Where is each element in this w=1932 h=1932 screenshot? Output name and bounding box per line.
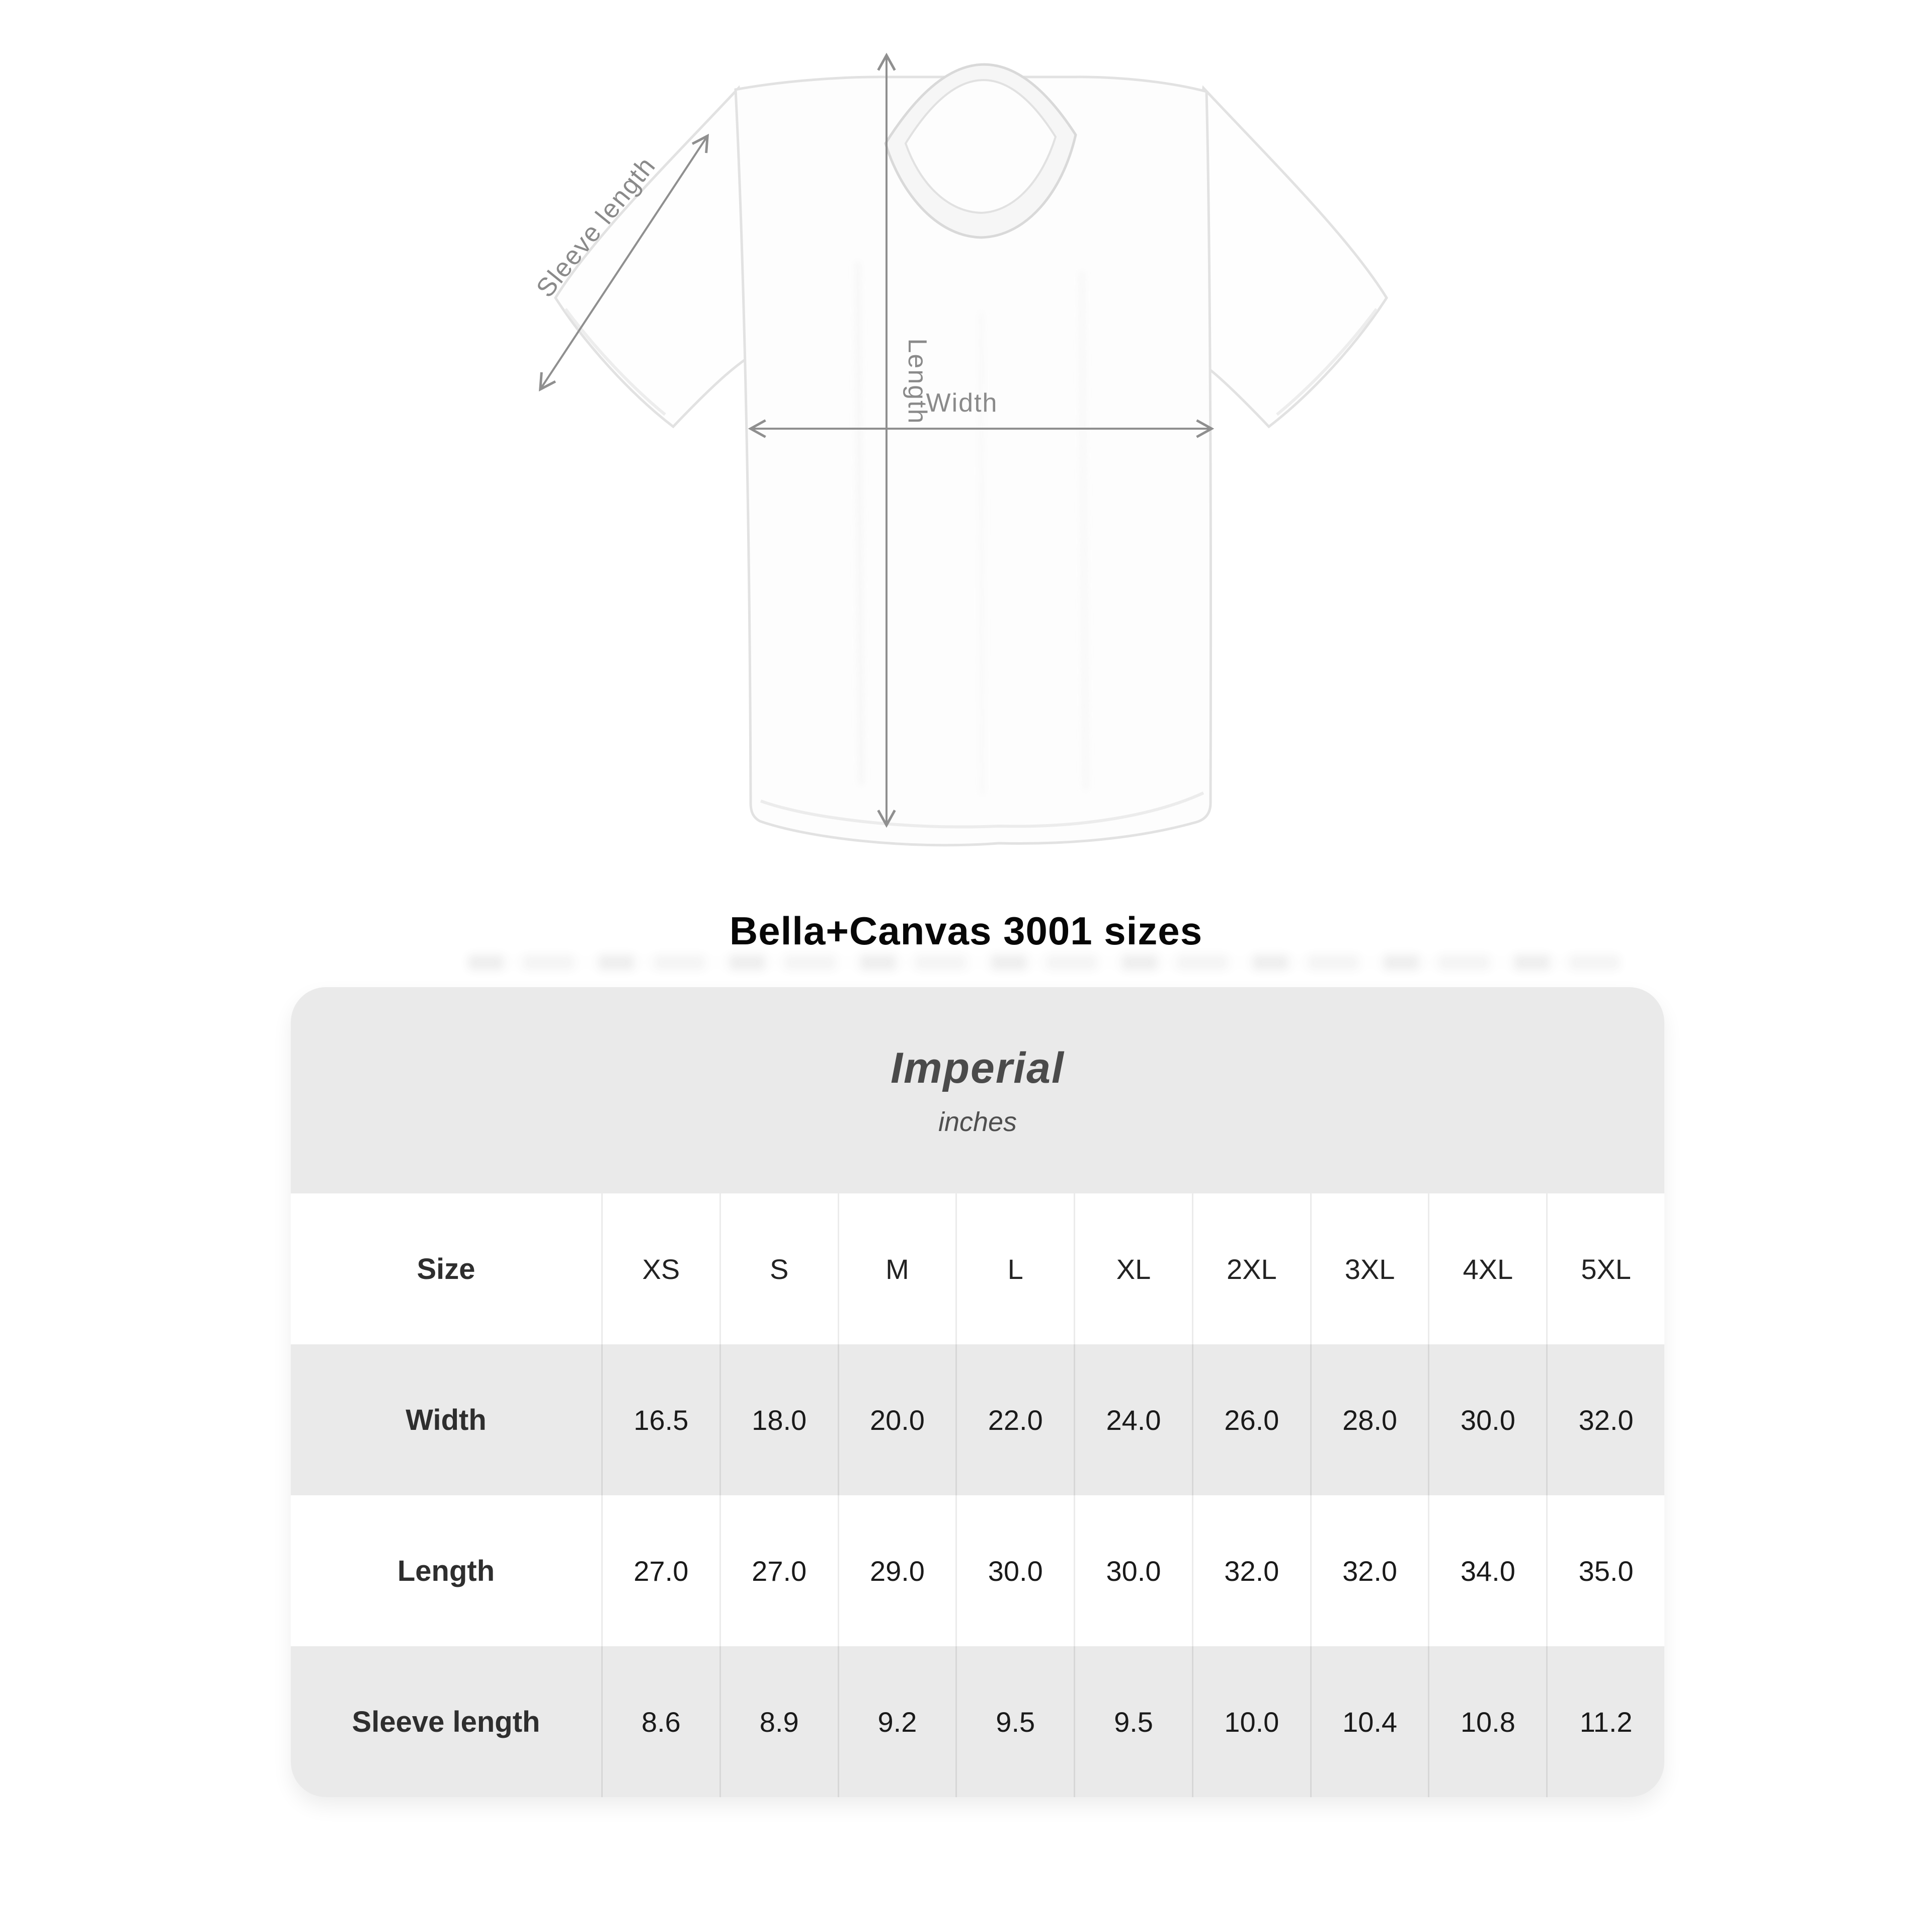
- sleeve-value-xs: 8.6: [601, 1646, 719, 1797]
- column-header-xl: XL: [1074, 1193, 1192, 1344]
- width-value-xl: 24.0: [1074, 1344, 1192, 1495]
- size-table: Imperial inches Size XS S M L XL 2XL 3XL…: [291, 987, 1664, 1797]
- width-value-s: 18.0: [719, 1344, 838, 1495]
- column-header-3xl: 3XL: [1310, 1193, 1428, 1344]
- column-header-size: Size: [417, 1252, 475, 1285]
- length-value-xl: 30.0: [1074, 1495, 1192, 1646]
- row-label-sleeve-length: Sleeve length: [352, 1705, 540, 1738]
- column-header-2xl: 2XL: [1191, 1193, 1310, 1344]
- width-value-l: 22.0: [955, 1344, 1074, 1495]
- sleeve-value-m: 9.2: [837, 1646, 956, 1797]
- length-value-s: 27.0: [719, 1495, 838, 1646]
- tshirt-body: [734, 75, 1213, 847]
- length-arrow-label: Length: [903, 338, 932, 424]
- sleeve-value-4xl: 10.8: [1428, 1646, 1546, 1797]
- width-arrow-label: Width: [926, 388, 998, 418]
- column-header-l: L: [955, 1193, 1074, 1344]
- length-value-4xl: 34.0: [1428, 1495, 1546, 1646]
- sleeve-value-l: 9.5: [955, 1646, 1074, 1797]
- width-value-4xl: 30.0: [1428, 1344, 1546, 1495]
- column-header-m: M: [837, 1193, 956, 1344]
- sleeve-value-5xl: 11.2: [1546, 1646, 1664, 1797]
- length-value-l: 30.0: [955, 1495, 1074, 1646]
- length-value-3xl: 32.0: [1310, 1495, 1428, 1646]
- row-label-width: Width: [406, 1403, 487, 1436]
- column-header-5xl: 5XL: [1546, 1193, 1664, 1344]
- table-row-sizes: Size XS S M L XL 2XL 3XL 4XL 5XL: [291, 1193, 1664, 1344]
- sleeve-value-3xl: 10.4: [1310, 1646, 1428, 1797]
- table-row-sleeve-length: Sleeve length 8.6 8.9 9.2 9.5 9.5 10.0 1…: [291, 1646, 1664, 1797]
- length-value-5xl: 35.0: [1546, 1495, 1664, 1646]
- column-header-s: S: [719, 1193, 838, 1344]
- length-value-m: 29.0: [837, 1495, 956, 1646]
- tshirt-collar-rib: [904, 79, 1057, 214]
- column-header-4xl: 4XL: [1428, 1193, 1546, 1344]
- table-row-length: Length 27.0 27.0 29.0 30.0 30.0 32.0 32.…: [291, 1495, 1664, 1646]
- unit-subheading: inches: [938, 1106, 1017, 1137]
- table-header-band: Imperial inches: [291, 987, 1664, 1193]
- unit-system-heading: Imperial: [891, 1043, 1065, 1092]
- width-value-5xl: 32.0: [1546, 1344, 1664, 1495]
- sleeve-value-2xl: 10.0: [1191, 1646, 1310, 1797]
- sleeve-value-xl: 9.5: [1074, 1646, 1192, 1797]
- page-title: Bella+Canvas 3001 sizes: [729, 909, 1203, 953]
- width-value-3xl: 28.0: [1310, 1344, 1428, 1495]
- length-value-xs: 27.0: [601, 1495, 719, 1646]
- column-header-xs: XS: [601, 1193, 719, 1344]
- ghost-text-artifact: [468, 955, 1620, 970]
- sleeve-length-arrow: [538, 133, 709, 392]
- row-label-length: Length: [397, 1554, 495, 1587]
- width-value-2xl: 26.0: [1191, 1344, 1310, 1495]
- width-value-m: 20.0: [837, 1344, 956, 1495]
- sleeve-value-s: 8.9: [719, 1646, 838, 1797]
- length-value-2xl: 32.0: [1191, 1495, 1310, 1646]
- width-value-xs: 16.5: [601, 1344, 719, 1495]
- tshirt-measurement-diagram: Sleeve length Length Width: [531, 52, 1388, 847]
- table-body: Size XS S M L XL 2XL 3XL 4XL 5XL Width 1…: [291, 1193, 1664, 1797]
- table-row-width: Width 16.5 18.0 20.0 22.0 24.0 26.0 28.0…: [291, 1344, 1664, 1495]
